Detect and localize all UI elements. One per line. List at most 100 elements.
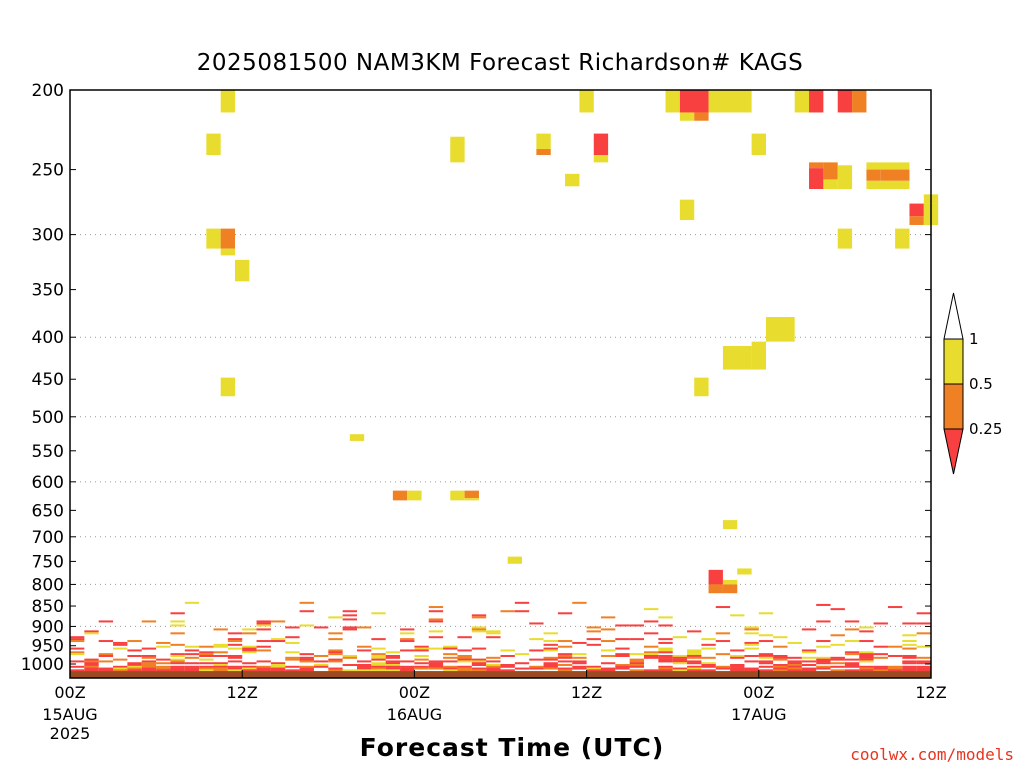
ri-cell-9 [536, 133, 551, 150]
pbl-cell-281 [500, 669, 515, 672]
ri-cell-16 [679, 90, 709, 113]
pbl-cell-435 [758, 662, 774, 665]
ri-cell-6 [220, 377, 236, 397]
pbl-cell-326 [586, 665, 601, 668]
pbl-cell-282 [514, 601, 530, 604]
colorbar-label-1: 0.5 [969, 375, 993, 393]
pbl-cell-382 [672, 662, 688, 665]
ri-cell-45 [694, 377, 709, 397]
x-axis-label: Forecast Time (UTC) [359, 733, 665, 762]
pbl-cell-503 [873, 622, 888, 625]
pbl-cell-119 [256, 620, 271, 623]
pbl-cell-429 [758, 634, 774, 637]
pbl-cell-344 [615, 667, 630, 670]
pbl-cell-213 [400, 649, 415, 652]
pbl-cell-530 [916, 632, 931, 635]
pbl-cell-253 [457, 667, 472, 670]
pbl-cell-14 [84, 664, 99, 667]
pbl-cell-48 [141, 667, 157, 670]
colorbar-label-2: 0.25 [969, 420, 1002, 438]
pbl-cell-206 [385, 665, 401, 668]
pbl-cell-336 [600, 669, 616, 672]
pbl-cell-269 [486, 636, 501, 639]
pbl-cell-417 [730, 669, 745, 672]
pbl-cell-330 [600, 628, 616, 631]
y-axis: 200 250 300 350 400 450 500 550 600 650 700 750 8008… [21, 81, 931, 675]
pbl-cell-266 [471, 669, 487, 672]
pbl-cell-313 [557, 669, 573, 672]
pbl-cell-238 [443, 645, 458, 648]
pbl-cell-75 [184, 662, 200, 665]
pbl-cell-355 [644, 620, 659, 623]
pbl-cell-501 [859, 667, 874, 670]
pbl-cell-490 [844, 669, 860, 672]
pbl-cell-126 [256, 660, 271, 663]
ri-cell-49 [464, 490, 479, 499]
pbl-cell-181 [357, 645, 372, 648]
pbl-cell-316 [572, 653, 587, 656]
x-tick-label-4: 00Z [743, 683, 774, 702]
pbl-cell-273 [486, 665, 501, 668]
ri-cell-26 [809, 162, 824, 169]
pbl-cell-202 [385, 656, 401, 659]
pbl-cell-237 [428, 667, 444, 670]
ri-cell-31 [866, 162, 910, 170]
pbl-cell-271 [486, 660, 501, 663]
pbl-cell-402 [701, 665, 716, 668]
pbl-cell-350 [629, 662, 644, 665]
pbl-cell-305 [557, 640, 573, 643]
pbl-cell-306 [557, 645, 573, 648]
pbl-cell-342 [615, 664, 630, 667]
x-tick-sublabel-4-0: 17AUG [731, 705, 786, 724]
pbl-cell-34 [127, 654, 142, 657]
pbl-cell-424 [744, 654, 759, 657]
pbl-cell-0 [70, 636, 85, 639]
pbl-cell-423 [744, 647, 759, 650]
pbl-cell-29 [113, 665, 128, 668]
pbl-cell-164 [328, 649, 343, 652]
pbl-cell-410 [730, 614, 745, 617]
pbl-cell-391 [687, 660, 702, 663]
pbl-cell-105 [227, 660, 243, 663]
y-tick-label-700: 700 [32, 528, 64, 548]
ri-cell-5 [235, 259, 250, 282]
pbl-cell-232 [428, 647, 444, 650]
pbl-cell-120 [256, 622, 271, 625]
pbl-cell-529 [916, 622, 931, 625]
pbl-cell-427 [744, 669, 759, 672]
pbl-cell-184 [357, 664, 372, 667]
pbl-cell-104 [227, 656, 243, 659]
credit-link[interactable]: coolwx.com/models [850, 745, 1014, 764]
pbl-cell-444 [773, 665, 788, 668]
pbl-cell-99 [227, 638, 243, 641]
pbl-cell-17 [84, 669, 99, 672]
pbl-cell-4 [70, 651, 85, 654]
pbl-cell-452 [787, 665, 802, 668]
plot-frame [69, 89, 932, 679]
pbl-cell-256 [471, 616, 487, 619]
pbl-cell-113 [242, 649, 257, 652]
pbl-cell-82 [199, 654, 214, 657]
pbl-cell-446 [773, 669, 788, 672]
y-tick-label-400: 400 [32, 328, 64, 348]
pbl-cell-489 [844, 665, 860, 668]
pbl-cell-287 [529, 622, 544, 625]
pbl-cell-301 [543, 664, 558, 667]
pbl-cell-473 [830, 608, 845, 611]
ri-cell-21 [751, 133, 766, 156]
pbl-cell-175 [342, 628, 357, 631]
pbl-cell-502 [859, 669, 874, 672]
pbl-cell-98 [227, 632, 243, 635]
pbl-cell-190 [371, 647, 386, 650]
pbl-cell-358 [644, 651, 659, 654]
pbl-cell-214 [400, 660, 415, 663]
pbl-cell-182 [357, 649, 372, 652]
pbl-cell-46 [141, 664, 157, 667]
pbl-cell-179 [342, 669, 357, 672]
y-tick-label-350: 350 [32, 281, 64, 301]
pbl-cell-155 [299, 669, 314, 672]
pbl-cell-192 [371, 654, 386, 657]
pbl-cell-68 [170, 667, 185, 670]
pbl-cell-470 [816, 662, 831, 665]
pbl-cell-291 [529, 665, 544, 668]
